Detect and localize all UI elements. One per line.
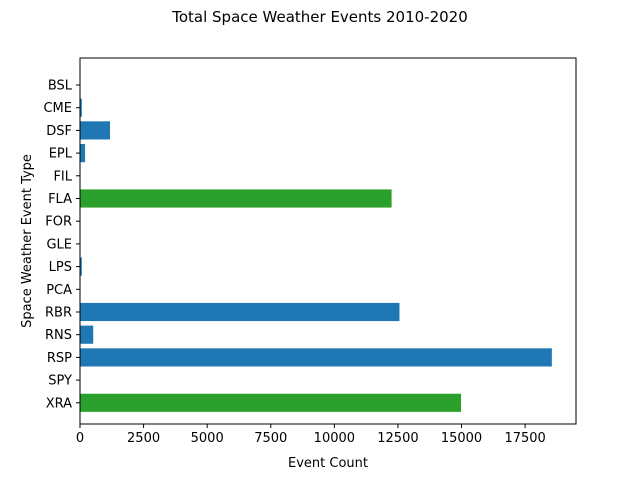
y-tick-label-dsf: DSF: [46, 124, 72, 139]
x-tick-label: 2500: [127, 431, 160, 446]
y-tick-label-spy: SPY: [48, 374, 72, 389]
bar-fla: [80, 189, 392, 208]
bar-rbr: [80, 302, 400, 322]
y-tick-label-cme: CME: [43, 101, 72, 116]
x-axis: 0 2500 5000 7500 10000 12500 15000 17500: [76, 424, 546, 446]
y-tick-label-fla: FLA: [48, 192, 72, 207]
x-tick-label: 15000: [441, 431, 482, 446]
bar-epl: [80, 144, 86, 163]
y-tick-label-gle: GLE: [46, 237, 72, 252]
x-tick-label: 12500: [377, 431, 418, 446]
y-tick-label-bsl: BSL: [48, 79, 73, 94]
bar-dsf: [80, 121, 111, 140]
y-tick-label-rns: RNS: [45, 328, 72, 343]
bar-cme: [80, 98, 82, 117]
bars-layer: [80, 75, 552, 412]
x-axis-label: Event Count: [288, 456, 368, 471]
y-tick-label-fil: FIL: [53, 169, 72, 184]
chart-title: Total Space Weather Events 2010-2020: [171, 8, 468, 26]
y-tick-label-pca: PCA: [46, 283, 72, 298]
y-tick-label-for: FOR: [45, 215, 72, 230]
y-tick-label-rbr: RBR: [45, 306, 72, 321]
x-tick-label: 5000: [191, 431, 224, 446]
y-tick-label-lps: LPS: [49, 260, 72, 275]
bar-rsp: [80, 348, 552, 367]
bar-xra: [80, 393, 462, 412]
y-tick-label-epl: EPL: [49, 147, 73, 162]
bar-lps: [80, 257, 82, 276]
y-axis: BSL CME DSF EPL FIL FLA FOR GLE LPS PCA RBR RNS RSP S…: [43, 79, 80, 411]
y-tick-label-xra: XRA: [46, 396, 72, 411]
plot-frame: [79, 57, 577, 425]
y-tick-label-rsp: RSP: [47, 351, 72, 366]
bar-rns: [80, 325, 94, 344]
x-tick-label: 17500: [504, 431, 545, 446]
x-tick-label: 0: [76, 431, 84, 446]
x-tick-label: 10000: [314, 431, 355, 446]
y-axis-label: Space Weather Event Type: [20, 154, 35, 328]
x-tick-label: 7500: [254, 431, 287, 446]
